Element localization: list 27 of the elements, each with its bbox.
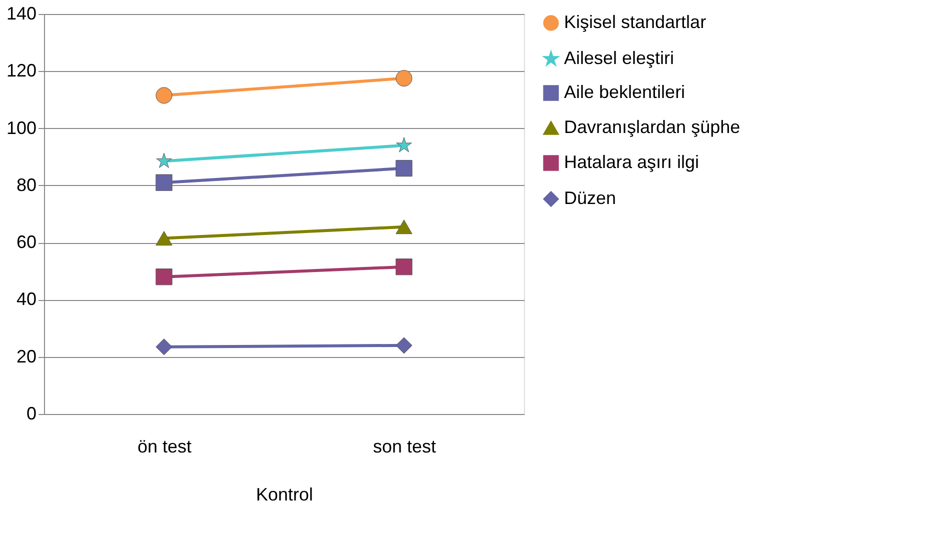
y-tick-label: 100 [6, 118, 36, 138]
point [156, 87, 172, 104]
y-tick-label: 60 [16, 232, 36, 252]
y-tick-label: 140 [6, 4, 36, 24]
point [156, 268, 172, 286]
y-tick-label: 20 [16, 346, 36, 366]
y-tick-label: 80 [16, 174, 36, 195]
x-axis-title: Kontrol [256, 484, 314, 504]
legend-label: Düzen [564, 188, 616, 208]
legend-label: Kişisel standartlar [564, 12, 706, 32]
y-tick-label: 40 [16, 289, 36, 310]
point [156, 174, 172, 191]
y-tick-label: 0 [26, 404, 36, 424]
point [396, 258, 412, 276]
point [396, 70, 412, 87]
x-tick-label: ön test [137, 436, 192, 456]
point [396, 137, 412, 152]
point [156, 152, 172, 168]
point [396, 337, 412, 354]
point [396, 160, 412, 177]
legend-label: Ailesel eleştiri [564, 48, 674, 68]
legend-label: Aile beklentileri [564, 82, 686, 102]
y-tick-label: 120 [6, 60, 36, 81]
legend-label: Davranışlardan şüphe [564, 117, 740, 137]
legend-label: Hatalara aşırı ilgi [564, 152, 700, 172]
point [156, 338, 172, 356]
x-tick-label: son test [372, 436, 436, 456]
